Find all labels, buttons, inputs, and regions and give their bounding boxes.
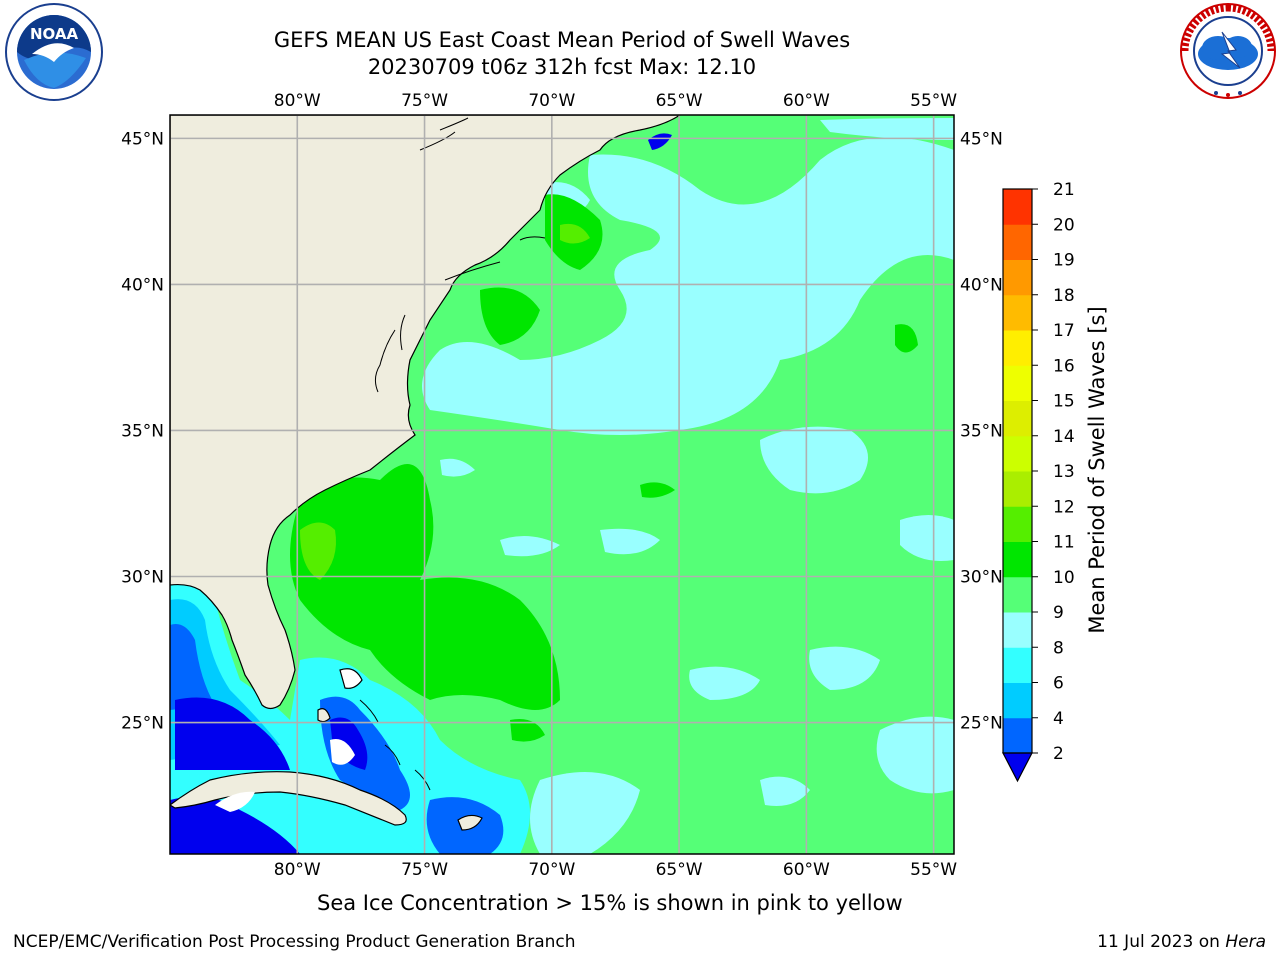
lon-tick-bottom: 70°W — [528, 860, 575, 880]
lat-tick-right: 45°N — [960, 129, 1003, 149]
lat-tick-left: 30°N — [121, 568, 164, 588]
colorbar-tick-label: 10 — [1053, 568, 1075, 588]
colorbar-segment — [1003, 612, 1032, 648]
map-frame — [169, 114, 955, 855]
colorbar-tick-label: 15 — [1053, 392, 1075, 412]
sea-ice-note: Sea Ice Concentration > 15% is shown in … — [317, 891, 903, 915]
colorbar-segment — [1003, 189, 1032, 225]
colorbar-tick-label: 2 — [1053, 744, 1064, 764]
lat-ticks-left: 45°N 40°N 35°N 30°N 25°N — [121, 129, 164, 733]
lon-tick-bottom: 65°W — [656, 860, 703, 880]
lat-ticks-right: 45°N 40°N 35°N 30°N 25°N — [960, 129, 1003, 733]
lon-ticks-top: 80°W 75°W 70°W 65°W 60°W 55°W — [274, 91, 957, 111]
colorbar-tick-label: 17 — [1053, 321, 1075, 341]
lon-tick-bottom: 75°W — [401, 860, 448, 880]
colorbar-tick-label: 6 — [1053, 674, 1064, 694]
run-date: 11 Jul 2023 on Hera — [1097, 932, 1266, 952]
colorbar-extend-min — [1002, 752, 1033, 783]
colorbar-tick-label: 13 — [1053, 462, 1075, 482]
lat-tick-left: 35°N — [121, 421, 164, 441]
colorbar-tick-label: 18 — [1053, 286, 1075, 306]
colorbar: 2 4 6 8 9 10 11 12 13 14 15 16 17 18 19 20 21 — [1002, 180, 1075, 783]
lon-tick-bottom: 55°W — [910, 860, 957, 880]
colorbar-segment — [1003, 435, 1032, 472]
lat-tick-left: 45°N — [121, 129, 164, 149]
noaa-logo-icon: NOAA — [5, 3, 103, 101]
colorbar-segment — [1003, 541, 1032, 578]
colorbar-tick-label: 16 — [1053, 356, 1075, 376]
colorbar-segment — [1003, 647, 1032, 683]
lon-ticks-bottom: 80°W 75°W 70°W 65°W 60°W 55°W — [274, 860, 957, 880]
colorbar-tick-label: 21 — [1053, 180, 1075, 200]
graticule — [170, 115, 954, 854]
map-plot-area — [170, 115, 954, 854]
colorbar-segment — [1003, 224, 1032, 260]
lon-tick-bottom: 60°W — [783, 860, 830, 880]
colorbar-segment — [1003, 717, 1032, 754]
colorbar-segment — [1003, 294, 1032, 331]
colorbar-tick-label: 11 — [1053, 533, 1075, 553]
nws-logo-icon — [1180, 3, 1276, 99]
colorbar-segment — [1003, 576, 1032, 613]
lon-tick-top: 60°W — [783, 91, 830, 111]
lon-tick-top: 55°W — [910, 91, 957, 111]
colorbar-label: Mean Period of Swell Waves [s] — [1085, 306, 1109, 634]
noaa-logo-text: NOAA — [30, 25, 79, 43]
lon-tick-top: 65°W — [656, 91, 703, 111]
lat-tick-left: 40°N — [121, 275, 164, 295]
colorbar-segment — [1003, 365, 1032, 401]
colorbar-tick-label: 4 — [1053, 709, 1064, 729]
chart-subtitle: 20230709 t06z 312h fcst Max: 12.10 — [367, 55, 757, 79]
lon-tick-top: 75°W — [401, 91, 448, 111]
lat-tick-right: 25°N — [960, 714, 1003, 734]
colorbar-tick-label: 20 — [1053, 215, 1075, 235]
run-date-text: 11 Jul 2023 on — [1097, 932, 1226, 952]
colorbar-tick-label: 8 — [1053, 638, 1064, 658]
colorbar-segment — [1003, 330, 1032, 366]
colorbar-tick-label: 19 — [1053, 251, 1075, 271]
colorbar-tick-label: 14 — [1053, 427, 1075, 447]
lat-tick-right: 40°N — [960, 275, 1003, 295]
colorbar-tick-label: 9 — [1053, 603, 1064, 623]
colorbar-segment — [1003, 471, 1032, 507]
lat-tick-left: 25°N — [121, 714, 164, 734]
lon-tick-top: 80°W — [274, 91, 321, 111]
colorbar-segment — [1003, 400, 1032, 437]
colorbar-segment — [1003, 682, 1032, 719]
credit-line: NCEP/EMC/Verification Post Processing Pr… — [13, 932, 576, 952]
swell-field-yellow-green — [300, 223, 590, 580]
colorbar-tick-label: 12 — [1053, 497, 1075, 517]
run-machine: Hera — [1225, 932, 1266, 952]
lat-tick-right: 30°N — [960, 568, 1003, 588]
lon-tick-bottom: 80°W — [274, 860, 321, 880]
colorbar-segment — [1003, 259, 1032, 296]
colorbar-segment — [1003, 506, 1032, 542]
chart-title: GEFS MEAN US East Coast Mean Period of S… — [273, 28, 851, 52]
lon-tick-top: 70°W — [528, 91, 575, 111]
lat-tick-right: 35°N — [960, 421, 1003, 441]
